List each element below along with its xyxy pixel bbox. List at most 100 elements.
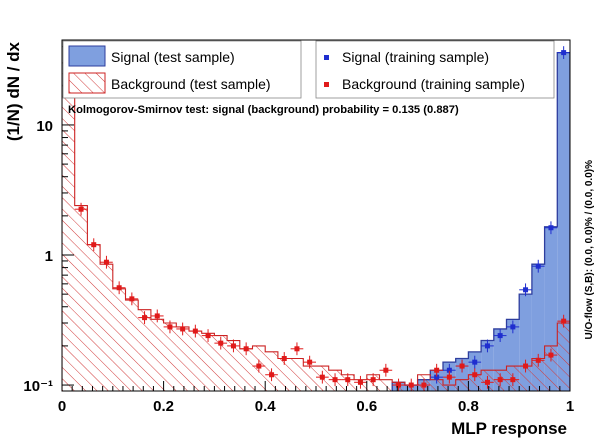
background-training-point <box>446 374 452 380</box>
background-training-point <box>281 356 287 362</box>
x-tick-label: 0.8 <box>458 398 479 415</box>
signal-training-point <box>472 359 478 365</box>
signal-training-point <box>510 324 516 330</box>
background-training-point <box>307 359 313 365</box>
x-tick-label: 0.4 <box>255 398 277 415</box>
signal-training-point <box>535 263 541 269</box>
background-training-point <box>421 382 427 388</box>
background-test-bar <box>303 366 316 391</box>
background-test-bar <box>214 335 228 391</box>
background-test-bar <box>125 300 139 391</box>
legend-label-background-training: Background (training sample) <box>342 76 525 92</box>
background-training-point <box>243 346 249 352</box>
background-training-point <box>434 367 440 373</box>
background-training-point <box>548 352 554 358</box>
background-training-point <box>332 377 338 383</box>
background-training-point <box>383 367 389 373</box>
background-test-bar <box>531 358 545 391</box>
background-training-point <box>472 372 478 378</box>
signal-training-point <box>548 225 554 231</box>
background-test-bar <box>163 322 177 391</box>
background-training-point <box>205 333 211 339</box>
x-tick-label: 1 <box>566 398 574 415</box>
signal-training-point <box>523 287 529 293</box>
background-test-bar <box>201 333 215 391</box>
legend-box-right <box>315 40 555 99</box>
background-test-bar <box>468 374 482 391</box>
background-test-bar <box>150 319 164 391</box>
background-test-bar <box>189 331 202 391</box>
signal-training-point <box>484 343 490 349</box>
background-training-point <box>535 357 541 363</box>
axes-layer: 0 0.2 0.4 0.6 0.8 1 10⁻¹ 1 10 <box>23 46 574 415</box>
background-test-bar <box>112 288 126 391</box>
background-test-bar <box>74 205 88 391</box>
background-training-point <box>154 313 160 319</box>
background-training-point <box>523 363 529 369</box>
background-training-point <box>510 377 516 383</box>
signal-training-point <box>497 333 503 339</box>
background-training-point <box>103 259 109 265</box>
background-training-point <box>408 382 414 388</box>
background-test-bar <box>138 309 151 391</box>
background-training-point <box>129 296 135 302</box>
legend-marker-signal-training <box>324 55 329 60</box>
background-test-bar <box>87 244 101 391</box>
background-test-bar <box>455 379 469 391</box>
background-test-bar <box>443 385 456 391</box>
background-training-point <box>294 346 300 352</box>
background-training-point <box>319 374 325 380</box>
background-training-point <box>167 324 173 330</box>
points-layer <box>62 46 570 391</box>
x-tick-label: 0.6 <box>356 398 377 415</box>
background-training-point <box>484 379 490 385</box>
signal-training-point <box>561 50 567 56</box>
background-training-point <box>497 377 503 383</box>
y-tick-label: 10⁻¹ <box>23 378 53 395</box>
legend-swatch-background-test <box>68 72 106 94</box>
legend-marker-background-training <box>324 82 329 87</box>
y-axis-label: (1/N) dN / dx <box>4 41 23 141</box>
background-test-bar <box>519 366 532 391</box>
background-training-point <box>256 363 262 369</box>
background-test-bar <box>430 379 443 391</box>
background-training-point <box>218 340 224 346</box>
background-training-point <box>561 318 567 324</box>
background-training-point <box>459 363 465 369</box>
legend-label-signal-training: Signal (training sample) <box>342 49 489 65</box>
background-training-point <box>370 377 376 383</box>
x-axis-label: MLP response <box>451 419 567 438</box>
background-training-point <box>357 379 363 385</box>
x-tick-label: 0.2 <box>153 398 174 415</box>
background-training-point <box>269 372 275 378</box>
background-test-bar <box>227 340 240 391</box>
y-tick-label: 1 <box>45 248 53 265</box>
signal-test-bar <box>557 52 570 391</box>
ks-annotation: Kolmogorov-Smirnov test: signal (backgro… <box>68 104 459 116</box>
background-training-point <box>230 343 236 349</box>
background-test-bar <box>277 358 291 391</box>
background-test-bar <box>239 348 253 391</box>
legend-label-signal-test: Signal (test sample) <box>111 49 235 65</box>
background-training-point <box>192 328 198 334</box>
background-test-bar <box>100 264 113 391</box>
background-test-bar <box>176 326 189 391</box>
background-training-point <box>116 285 122 291</box>
overflow-note: U/O-flow (S,B): (0.0, 0.0)% / (0.0, 0.0)… <box>584 160 595 340</box>
background-test-bar <box>544 345 558 391</box>
background-training-point <box>396 382 402 388</box>
legend-swatch-signal-test <box>68 45 106 67</box>
background-test-bar <box>290 358 304 391</box>
signal-training-point <box>446 367 452 373</box>
background-training-point <box>142 315 148 321</box>
signal-training-point <box>434 374 440 380</box>
background-test-bar <box>379 379 393 391</box>
background-test-bar <box>557 322 570 391</box>
background-training-point <box>345 377 351 383</box>
x-tick-label: 0 <box>58 398 66 415</box>
y-tick-label: 10 <box>36 118 53 135</box>
legend-label-background-test: Background (test sample) <box>111 76 271 92</box>
legend: Signal (test sample) Background (test sa… <box>62 40 555 99</box>
